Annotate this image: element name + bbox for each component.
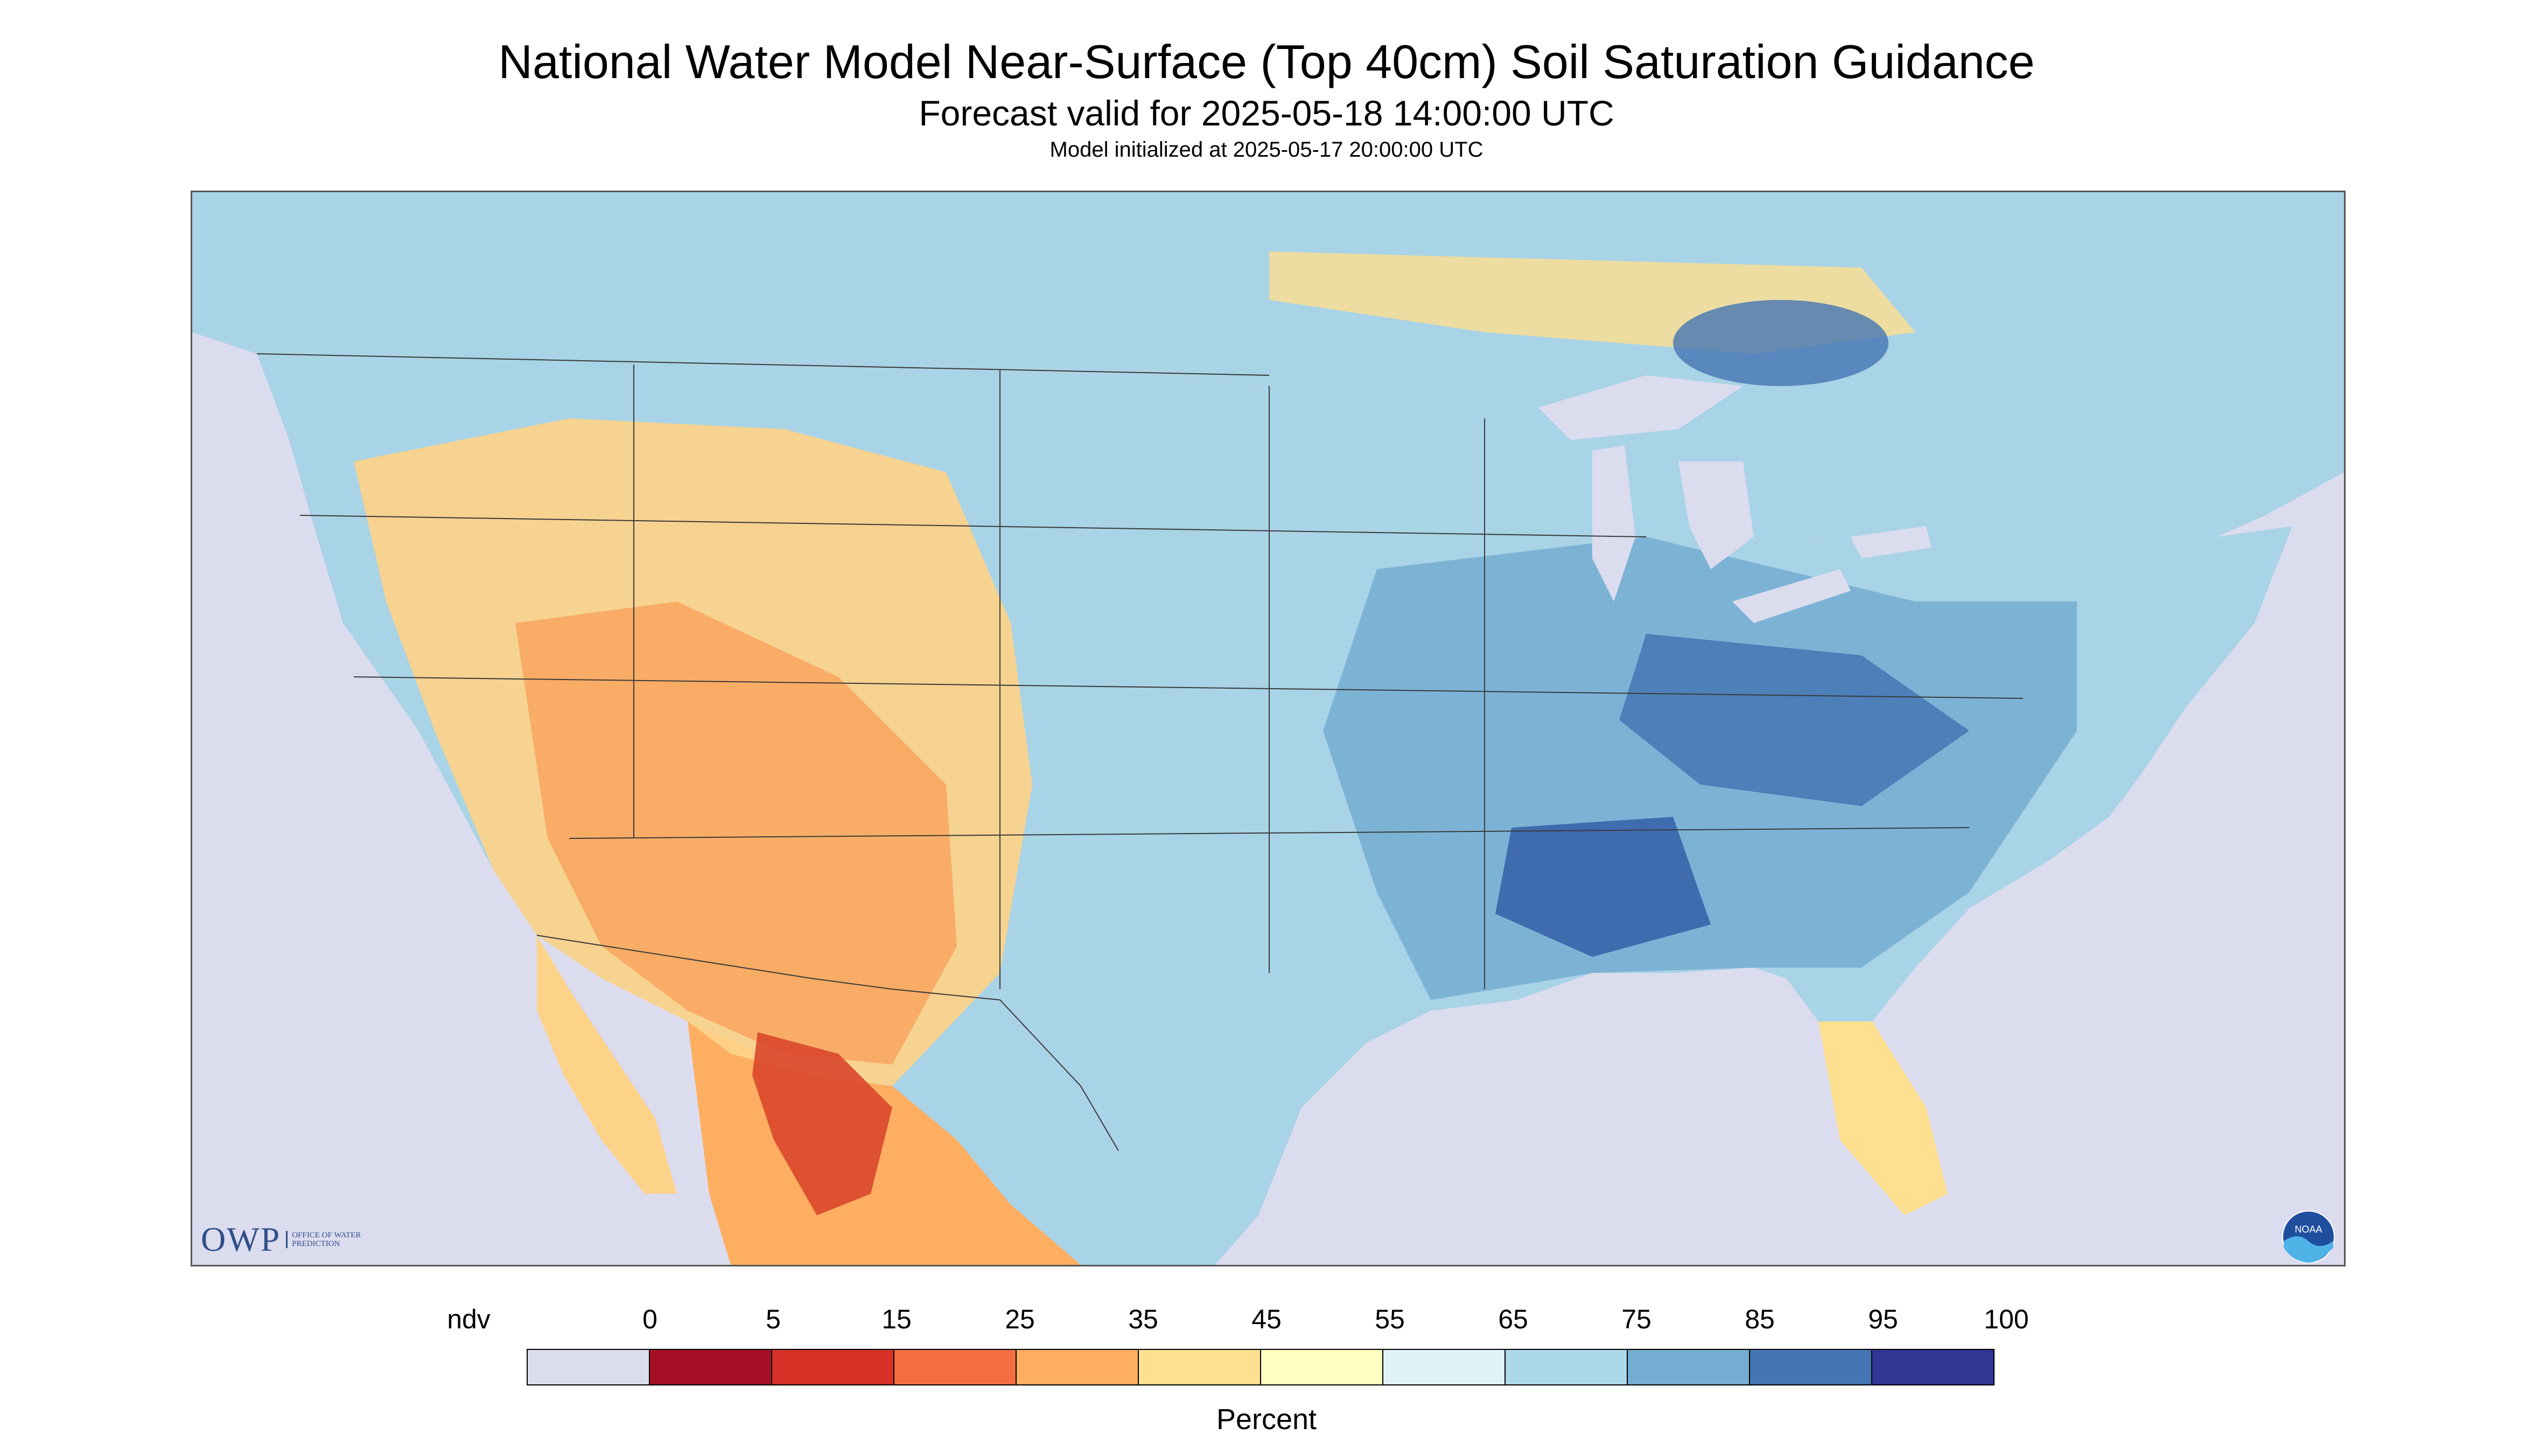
legend-tick-label: 5 bbox=[766, 1304, 781, 1334]
lake-ontario bbox=[1851, 526, 1932, 558]
lake-superior bbox=[1538, 375, 1743, 440]
region-ohio-valley-wettest bbox=[1619, 634, 1969, 806]
legend-tick-label: 100 bbox=[1984, 1304, 2029, 1334]
legend-tick-label: 55 bbox=[1375, 1304, 1405, 1334]
legend-swatch bbox=[1016, 1349, 1139, 1385]
border-parallel-2 bbox=[353, 676, 2024, 699]
color-legend: ndv 0 5 15 25 35 45 55 65 75 85 95 100 Percent bbox=[0, 1303, 2533, 1454]
region-florida bbox=[1818, 1021, 1948, 1215]
legend-color-bar bbox=[527, 1349, 1995, 1385]
legend-swatch bbox=[527, 1349, 650, 1385]
legend-swatch bbox=[649, 1349, 772, 1385]
lake-michigan bbox=[1592, 445, 1635, 601]
legend-tick-label: 15 bbox=[881, 1304, 912, 1334]
legend-swatch bbox=[1382, 1349, 1506, 1385]
region-northern-mexico-driest bbox=[752, 1032, 892, 1215]
legend-tick-label: 75 bbox=[1621, 1304, 1652, 1334]
border-us-canada bbox=[256, 353, 1270, 376]
legend-tick-label: 0 bbox=[642, 1304, 657, 1334]
legend-swatch bbox=[1505, 1349, 1628, 1385]
map-title: National Water Model Near-Surface (Top 4… bbox=[498, 35, 2035, 88]
border-us-mexico bbox=[536, 935, 1119, 1151]
region-lower-mississippi-wettest bbox=[1495, 817, 1711, 957]
border-parallel-3 bbox=[569, 827, 1970, 839]
legend-tick-label: 25 bbox=[1005, 1304, 1035, 1334]
legend-swatch bbox=[1260, 1349, 1383, 1385]
lake-huron bbox=[1678, 461, 1754, 569]
legend-swatch bbox=[1749, 1349, 1872, 1385]
map-canvas bbox=[192, 192, 2344, 1265]
lake-erie bbox=[1732, 569, 1851, 623]
legend-tick-label: 45 bbox=[1251, 1304, 1282, 1334]
legend-unit: Percent bbox=[1216, 1403, 1317, 1436]
owp-logo-subtext: OFFICE OF WATER PREDICTION bbox=[286, 1231, 367, 1248]
legend-swatch bbox=[771, 1349, 894, 1385]
title-block: National Water Model Near-Surface (Top 4… bbox=[0, 32, 2533, 165]
legend-tick-label: 85 bbox=[1745, 1304, 1775, 1334]
state-borders bbox=[256, 353, 2024, 1151]
soil-saturation-map: OWP OFFICE OF WATER PREDICTION NOAA bbox=[191, 191, 2346, 1266]
legend-tick-label: 65 bbox=[1498, 1304, 1528, 1334]
legend-swatch bbox=[893, 1349, 1017, 1385]
owp-logo-text: OWP bbox=[201, 1220, 281, 1258]
legend-tick-label: 35 bbox=[1128, 1304, 1158, 1334]
model-init-time: Model initialized at 2025-05-17 20:00:00… bbox=[1049, 138, 1484, 162]
noaa-logo-text: NOAA bbox=[2294, 1224, 2322, 1235]
legend-tick-label: 95 bbox=[1868, 1304, 1898, 1334]
legend-swatch bbox=[1871, 1349, 1995, 1385]
forecast-valid-time: Forecast valid for 2025-05-18 14:00:00 U… bbox=[919, 93, 1614, 133]
region-hudson-bay-lowlands bbox=[1673, 300, 1888, 386]
border-parallel-1 bbox=[299, 515, 1647, 537]
land-baja bbox=[537, 935, 677, 1194]
noaa-logo: NOAA bbox=[2282, 1210, 2335, 1263]
owp-logo: OWP OFFICE OF WATER PREDICTION bbox=[201, 1220, 367, 1259]
legend-swatch bbox=[1138, 1349, 1261, 1385]
legend-swatch bbox=[1627, 1349, 1750, 1385]
legend-label-ndv: ndv bbox=[447, 1304, 491, 1334]
